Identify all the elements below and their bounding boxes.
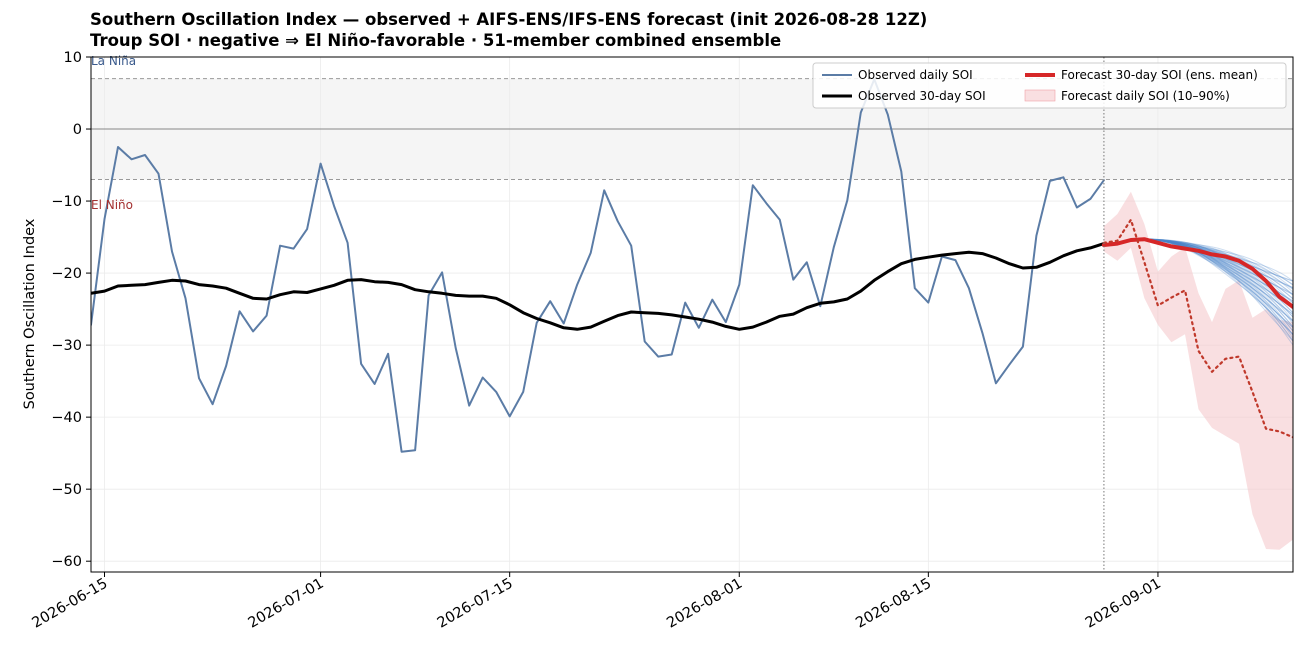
ensemble-member-line [1144,238,1293,336]
x-tick-label: 2026-08-01 [664,576,745,632]
ensemble-member-line [1144,238,1293,282]
x-tick-label: 2026-07-15 [435,576,516,632]
x-tick-label: 2026-09-01 [1083,576,1164,632]
ensemble-member-line [1144,238,1293,335]
ensemble-member-line [1144,238,1293,332]
x-axis: 2026-06-15 2026-07-01 2026-07-15 2026-08-01… [30,572,1164,632]
y-axis: 10 0 −10 −20 −30 −40 −50 −60 [51,50,91,570]
ensemble-member-line [1144,238,1293,329]
ensemble-member-line [1144,238,1293,329]
y-tick-label: −20 [51,266,82,282]
x-tick-label: 2026-06-15 [30,576,111,632]
legend-box [812,62,1287,109]
ensemble-member-line [1144,238,1293,315]
ensemble-member-line [1144,238,1293,342]
legend-label: Observed 30-day SOI [858,89,986,103]
legend-swatch [1024,89,1056,102]
ensemble-member-line [1144,238,1293,314]
y-axis-label: Southern Oscillation Index [22,218,38,409]
legend-label: Observed daily SOI [858,68,973,82]
ensemble-member-line [1144,238,1293,323]
chart-subtitle: Troup SOI · negative ⇒ El Niño-favorable… [90,31,782,50]
y-tick-label: 0 [73,122,82,138]
ensemble-member-line [1144,238,1293,282]
series-layer [91,78,1293,453]
ensemble-member-line [1144,238,1293,309]
gridlines [91,56,1293,572]
observed-30day-soi-line [91,242,1106,331]
ensemble-member-line [1144,238,1293,322]
y-tick-label: 10 [64,50,82,66]
x-tick-label: 2026-07-01 [246,576,327,632]
la-nina-label: La Niña [91,54,136,68]
ensemble-member-line [1144,238,1293,314]
ensemble-member-line [1144,238,1293,339]
ensemble-member-line [1144,238,1293,282]
ensemble-member-line [1144,238,1293,327]
ensemble-member-line [1144,238,1293,290]
ensemble-member-line [1144,238,1293,325]
forecast-30day-mean-line [1101,237,1293,309]
y-tick-label: −50 [51,482,82,498]
ensemble-member-line [1144,238,1293,322]
ensemble-member-line [1144,238,1293,332]
ensemble-member-line [1144,238,1293,346]
ensemble-member-line [1144,238,1293,295]
forecast-daily-median-line [1102,218,1293,439]
legend: Observed daily SOI Observed 30-day SOI For… [812,62,1287,109]
observed-daily-soi-line [91,78,1105,453]
chart-title: Southern Oscillation Index — observed + … [90,10,928,29]
ensemble-member-line [1144,238,1293,322]
ensemble-member-line [1144,238,1293,318]
ensemble-members-layer [1144,238,1293,346]
ensemble-member-line [1144,238,1293,289]
ensemble-member-line [1144,238,1293,335]
ensemble-member-line [1144,238,1293,318]
ensemble-member-line [1144,238,1293,342]
y-tick-label: −60 [51,554,82,570]
legend-label: Forecast 30-day SOI (ens. mean) [1061,68,1258,82]
ensemble-member-line [1144,238,1293,289]
ensemble-member-line [1144,238,1293,341]
ensemble-member-line [1144,238,1293,286]
y-tick-label: −40 [51,410,82,426]
x-tick-label: 2026-08-15 [853,576,934,632]
el-nino-label: El Niño [91,198,133,212]
y-tick-label: −30 [51,338,82,354]
y-tick-label: −10 [51,194,82,210]
ensemble-member-line [1144,238,1293,336]
plot-frame [90,56,1294,573]
legend-label: Forecast daily SOI (10–90%) [1061,89,1230,103]
ensemble-member-line [1144,238,1293,328]
